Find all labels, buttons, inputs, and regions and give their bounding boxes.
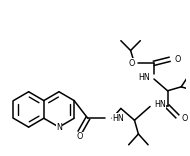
Text: HN: HN xyxy=(112,114,124,123)
Text: O: O xyxy=(128,59,135,68)
Text: O: O xyxy=(174,55,181,64)
Text: O: O xyxy=(77,132,83,141)
Text: O: O xyxy=(181,114,188,123)
Text: N: N xyxy=(56,123,62,132)
Text: HN: HN xyxy=(154,100,166,109)
Text: HN: HN xyxy=(138,73,150,82)
